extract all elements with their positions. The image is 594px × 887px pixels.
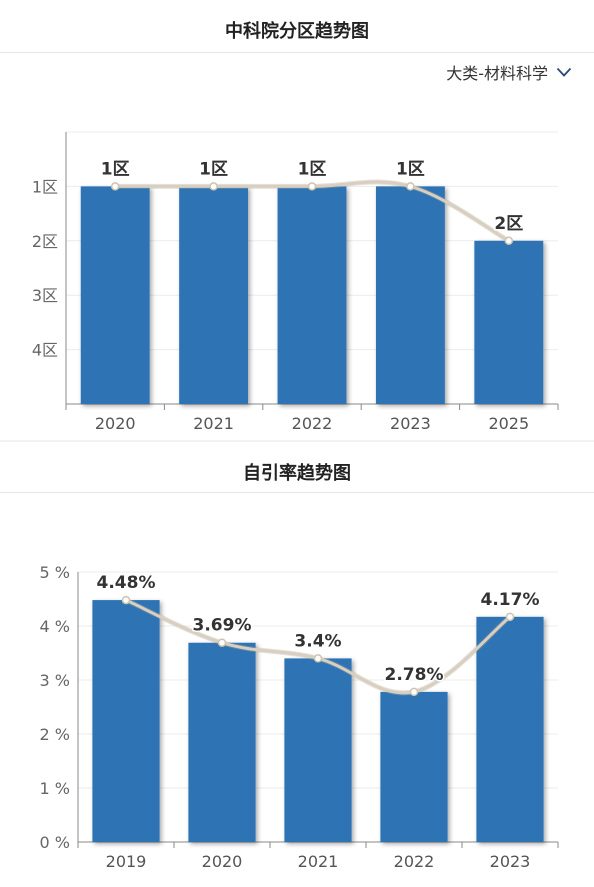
data-point	[307, 182, 317, 191]
bar	[380, 691, 448, 842]
x-tick-label: 2023	[490, 852, 531, 871]
data-point	[209, 182, 218, 191]
bar	[188, 642, 256, 842]
x-tick-label: 2019	[106, 852, 147, 871]
data-point	[313, 654, 323, 663]
y-tick-label: 3区	[32, 286, 58, 305]
title-divider	[0, 52, 594, 53]
data-label: 2.78%	[385, 665, 444, 685]
y-tick-label: 1区	[32, 177, 58, 196]
x-tick-label: 2022	[292, 414, 333, 433]
data-point	[217, 638, 227, 647]
data-point	[409, 687, 419, 697]
data-label: 1区	[298, 159, 327, 179]
data-point	[504, 236, 514, 246]
data-point	[505, 612, 515, 622]
y-tick-label: 0 %	[40, 833, 70, 852]
data-point	[406, 182, 415, 191]
category-select-value: 大类-材料科学	[446, 64, 548, 83]
bar	[80, 186, 150, 404]
chevron-down-icon	[556, 67, 572, 77]
x-tick-label: 2020	[202, 852, 243, 871]
bar	[179, 186, 249, 404]
self-citation-title: 自引率趋势图	[243, 463, 351, 484]
y-tick-label: 3 %	[40, 671, 70, 690]
data-label: 2区	[494, 214, 523, 234]
data-label: 4.17%	[481, 590, 540, 610]
y-tick-label: 2 %	[40, 725, 70, 744]
data-point	[110, 182, 120, 191]
bar	[277, 186, 347, 404]
y-tick-label: 2区	[32, 232, 58, 251]
bar	[92, 600, 160, 842]
zone-trend-title: 中科院分区趋势图	[225, 21, 369, 42]
self-citation-panel: 自引率趋势图 0 % 1 % 2 % 3 % 4 % 5 % 2019 2020 2021 202…	[0, 442, 594, 887]
data-label: 3.69%	[193, 616, 252, 636]
data-point	[121, 595, 131, 605]
y-tick-label: 1 %	[40, 779, 70, 798]
bar	[284, 658, 352, 842]
x-tick-label: 2025	[488, 414, 529, 433]
x-tick-label: 2022	[394, 852, 435, 871]
bar	[375, 186, 445, 404]
y-tick-label: 5 %	[40, 563, 70, 582]
bar	[474, 240, 544, 404]
category-select[interactable]: 大类-材料科学	[446, 60, 572, 84]
self-citation-chart: 0 % 1 % 2 % 3 % 4 % 5 % 2019 2020 2021 2022 2023 4.…	[40, 563, 559, 871]
data-label: 3.4%	[294, 631, 341, 651]
x-tick-label: 2021	[193, 414, 234, 433]
y-tick-label: 4 %	[40, 617, 70, 636]
x-tick-label: 2021	[298, 852, 339, 871]
data-label: 1区	[101, 159, 130, 179]
zone-trend-panel: 中科院分区趋势图 大类-材料科学 1区 2区 3区 4区 2020 2021 2022 202…	[0, 0, 594, 440]
panel-divider	[0, 440, 594, 442]
x-tick-label: 2023	[390, 414, 431, 433]
title-divider	[0, 492, 594, 493]
data-label: 1区	[199, 159, 228, 179]
zone-trend-chart: 1区 2区 3区 4区 2020 2021 2022 2023 2025 1区 1区 1区 1区 2区	[32, 131, 559, 433]
data-label: 4.48%	[97, 573, 156, 593]
y-tick-label: 4区	[32, 341, 58, 360]
data-label: 1区	[396, 159, 425, 179]
x-tick-label: 2020	[95, 414, 136, 433]
bar	[476, 616, 544, 842]
